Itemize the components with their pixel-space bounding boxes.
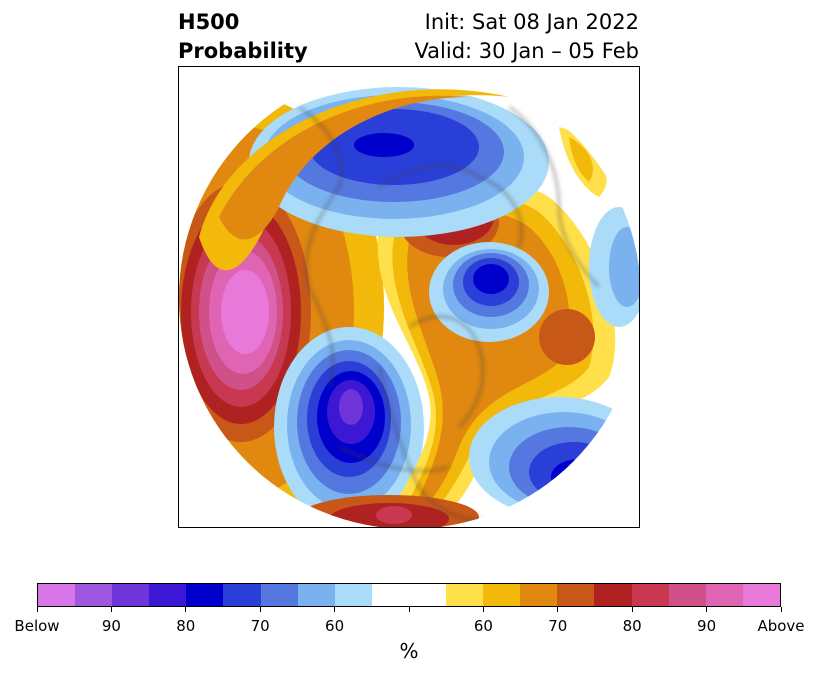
- colorbar-tick: [780, 607, 782, 612]
- colorbar-cell: [446, 584, 484, 606]
- colorbar-cell: [408, 584, 447, 606]
- colorbar-cell: [112, 584, 150, 606]
- colorbar: [37, 583, 781, 607]
- colorbar-unit: %: [399, 639, 419, 663]
- colorbar-cell: [594, 584, 632, 606]
- colorbar-tick-label: Below: [14, 617, 60, 635]
- colorbar-tick: [36, 607, 38, 612]
- colorbar-tick: [482, 607, 484, 612]
- init-date: Init: Sat 08 Jan 2022: [424, 10, 639, 34]
- colorbar-tick: [631, 607, 633, 612]
- map-title: H500 Probability: [178, 8, 308, 66]
- colorbar-tick: [334, 607, 336, 612]
- colorbar-cell: [668, 584, 706, 606]
- colorbar-tick: [259, 607, 261, 612]
- colorbar-tick-label: 80: [176, 617, 196, 635]
- colorbar-cell: [742, 584, 780, 606]
- colorbar-cell: [297, 584, 335, 606]
- colorbar-cell: [557, 584, 595, 606]
- colorbar-tick-label: Above: [757, 617, 805, 635]
- colorbar-tick: [110, 607, 112, 612]
- colorbar-cell: [334, 584, 372, 606]
- colorbar-cell: [260, 584, 298, 606]
- anomaly-below-na: [274, 327, 424, 527]
- probability-field: [179, 67, 639, 527]
- colorbar-tick-label: 70: [250, 617, 270, 635]
- colorbar-cell: [371, 584, 409, 606]
- colorbar-tick: [557, 607, 559, 612]
- colorbar-cell: [631, 584, 669, 606]
- colorbar-tick-label: 80: [622, 617, 642, 635]
- anomaly-above-asia: [199, 89, 509, 271]
- title-type: Probability: [178, 39, 308, 63]
- valid-date: Valid: 30 Jan – 05 Feb: [414, 39, 639, 63]
- colorbar-tick: [185, 607, 187, 612]
- colorbar-tick-label: 90: [101, 617, 121, 635]
- colorbar-tick-label: 60: [473, 617, 493, 635]
- colorbar-tick-label: 60: [325, 617, 345, 635]
- colorbar-cell: [705, 584, 743, 606]
- anomaly-below-arctic: [429, 242, 549, 342]
- colorbar-tick-label: 90: [697, 617, 717, 635]
- title-variable: H500: [178, 10, 240, 34]
- colorbar-tick: [706, 607, 708, 612]
- colorbar-cell: [186, 584, 224, 606]
- colorbar-tick-label: 70: [548, 617, 568, 635]
- colorbar-cell: [520, 584, 558, 606]
- colorbar-cell: [483, 584, 521, 606]
- map-canvas: [179, 67, 639, 527]
- colorbar-tick: [408, 607, 410, 612]
- map-dates: Init: Sat 08 Jan 2022 Valid: 30 Jan – 05…: [414, 8, 639, 66]
- polar-map: [178, 66, 640, 528]
- colorbar-cell: [149, 584, 187, 606]
- colorbar-cell: [223, 584, 261, 606]
- colorbar-cell: [75, 584, 113, 606]
- colorbar-cell: [38, 584, 76, 606]
